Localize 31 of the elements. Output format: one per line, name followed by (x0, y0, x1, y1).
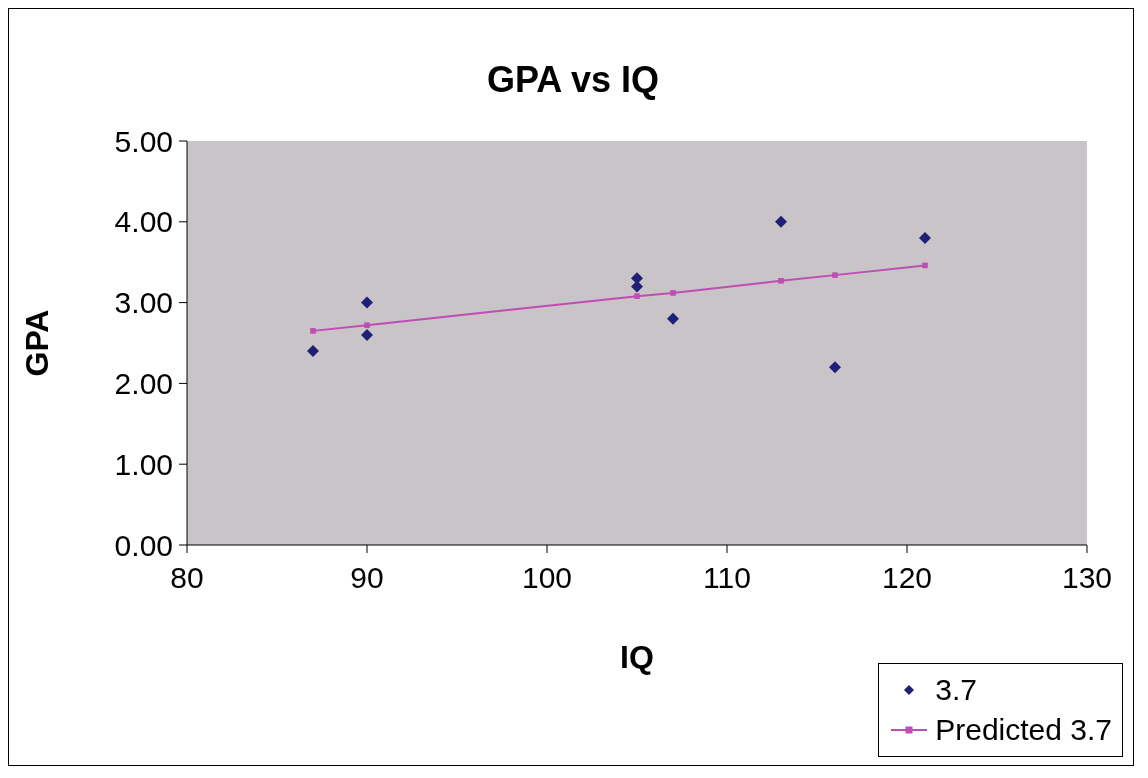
x-tick-label: 110 (703, 561, 751, 595)
y-tick-label: 0.00 (114, 528, 173, 562)
point (307, 345, 319, 358)
x-axis-title: IQ (620, 638, 654, 675)
y-tick-label: 1.00 (114, 447, 173, 481)
point (829, 361, 841, 374)
legend-label: 3.7 (935, 672, 977, 708)
x-tick-label: 120 (881, 561, 933, 595)
x-tick-label: 130 (1061, 561, 1113, 595)
y-tick-label: 4.00 (114, 205, 173, 239)
point (361, 296, 373, 309)
point (667, 312, 679, 325)
point (670, 290, 676, 296)
chart-title: GPA vs IQ (486, 59, 660, 100)
y-tick-label: 2.00 (114, 367, 173, 401)
x-tick-label: 100 (521, 561, 573, 595)
point (775, 215, 787, 228)
point (832, 272, 838, 278)
point (364, 322, 370, 329)
point (361, 328, 373, 341)
legend-label: Predicted 3.7 (935, 712, 1112, 748)
y-tick-label: 3.00 (114, 286, 173, 320)
y-axis-title: GPA (19, 309, 56, 377)
point (310, 328, 316, 334)
point (922, 262, 928, 269)
x-tick-label: 90 (350, 561, 384, 595)
x-tick-label: 80 (170, 561, 204, 595)
point (919, 231, 931, 244)
y-tick-label: 5.00 (114, 124, 173, 158)
point (634, 293, 640, 299)
point (778, 277, 784, 284)
